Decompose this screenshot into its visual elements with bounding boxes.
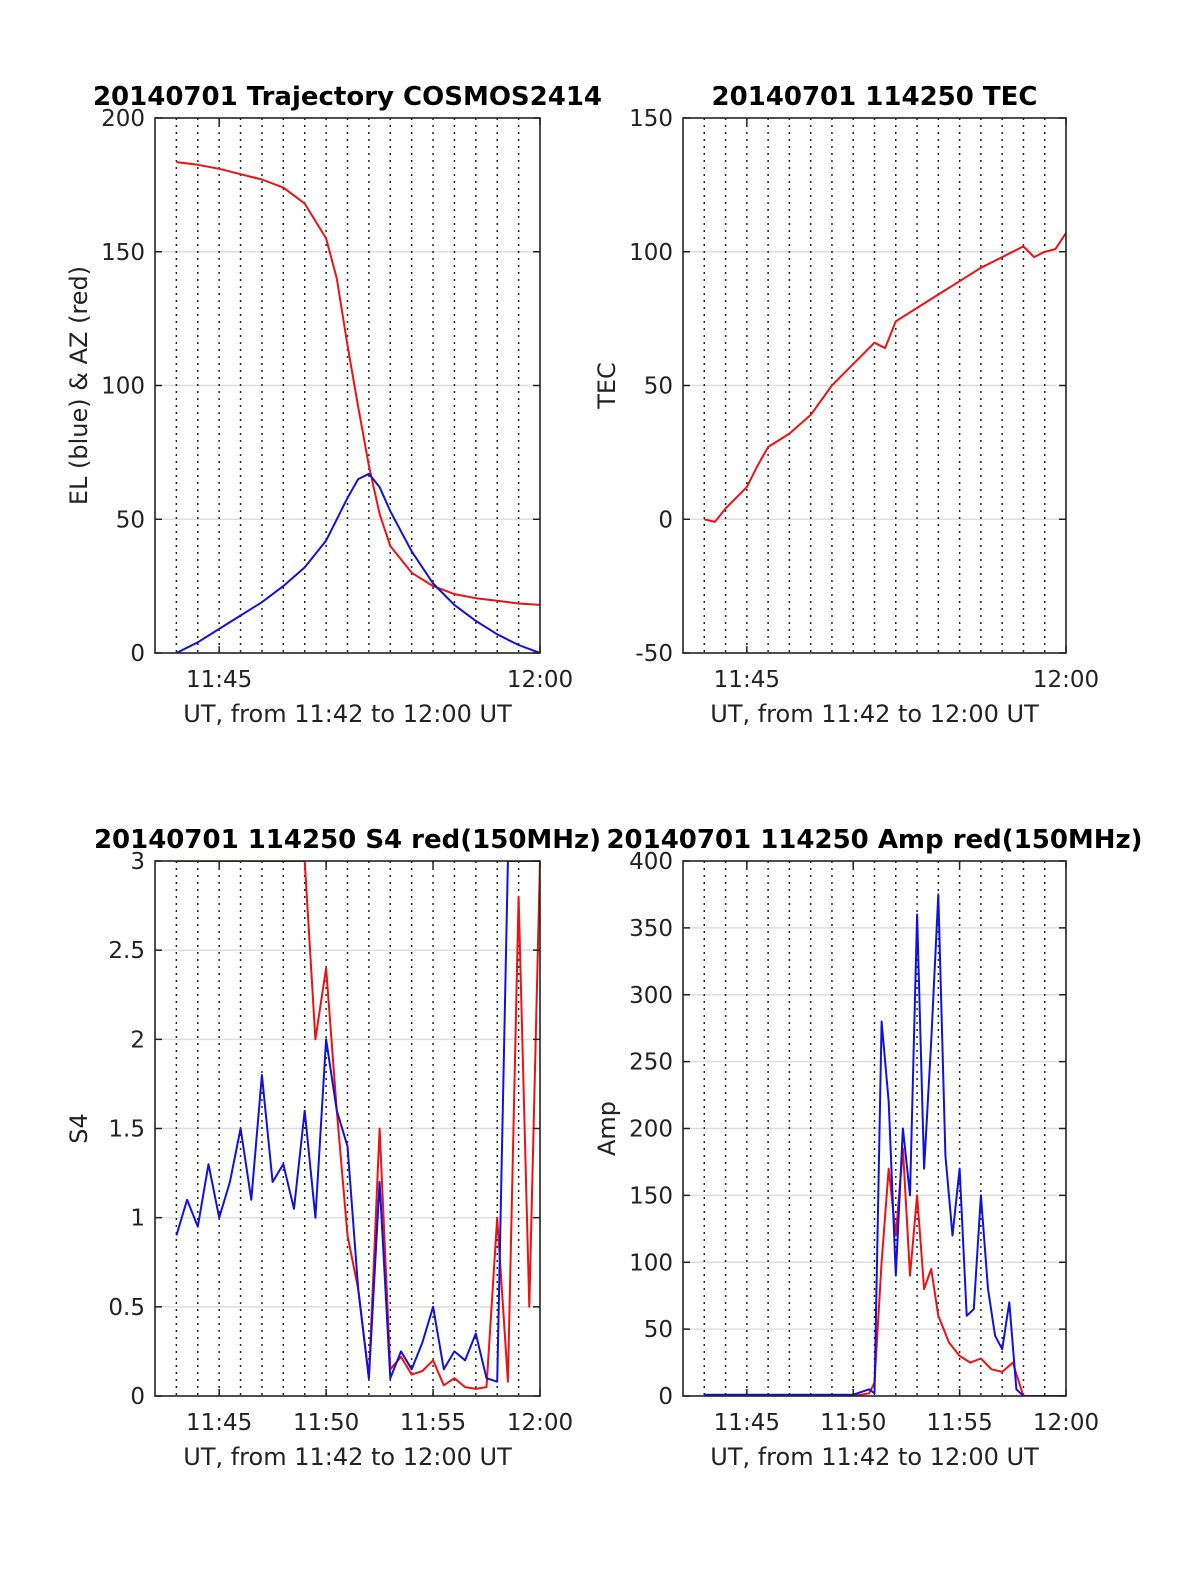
chart-title: 20140701 Trajectory COSMOS2414 <box>93 82 602 112</box>
y-tick-label: 0 <box>130 1384 145 1410</box>
chart-title: 20140701 114250 Amp red(150MHz) <box>606 825 1142 855</box>
y-tick-label: 200 <box>629 1117 673 1143</box>
y-tick-label: 1.5 <box>108 1117 145 1143</box>
chart-title: 20140701 114250 S4 red(150MHz) <box>94 825 601 855</box>
y-tick-label: 150 <box>629 1183 673 1209</box>
x-tick-label: 12:00 <box>507 667 573 693</box>
y-tick-label: 2 <box>130 1027 145 1053</box>
x-tick-label: 11:55 <box>400 1410 466 1436</box>
y-tick-label: 0.5 <box>108 1295 145 1321</box>
y-tick-label: 3 <box>130 849 145 875</box>
series-line-blue <box>175 472 540 653</box>
x-tick-label: 12:00 <box>1033 1410 1099 1436</box>
x-axis-label: UT, from 11:42 to 12:00 UT <box>183 700 512 728</box>
y-axis-label: S4 <box>65 1113 93 1144</box>
x-tick-label: 12:00 <box>1033 667 1099 693</box>
y-tick-label: 150 <box>101 240 145 266</box>
series-line-red <box>176 861 540 1390</box>
series-line-red <box>704 1147 1066 1396</box>
x-tick-label: 11:45 <box>186 667 252 693</box>
chart-panel-1: 0 50 100 150 200 11:45 12:00 20140701 Trajector… <box>65 82 602 728</box>
y-axis-label: EL (blue) & AZ (red) <box>65 266 93 505</box>
y-axis-label: Amp <box>593 1101 621 1156</box>
chart-panel-4: 0 50 100 150 200 250 300 350 400 11:45 11:50 11:55 1… <box>593 825 1143 1471</box>
x-tick-label: 12:00 <box>507 1410 573 1436</box>
y-tick-label: 200 <box>101 106 145 132</box>
series-line-blue <box>704 893 1066 1396</box>
y-tick-label: 400 <box>629 849 673 875</box>
series-line-red <box>704 232 1066 523</box>
chart-panel-2: -50 0 50 100 150 11:45 12:00 20140701 114250 TE… <box>593 82 1099 728</box>
series-line-blue <box>175 861 540 1383</box>
x-tick-label: 11:45 <box>186 1410 252 1436</box>
y-tick-label: 100 <box>101 374 145 400</box>
chart-panel-3: 0 0.5 1 1.5 2 2.5 3 11:45 11:50 11:55 12:00 2014070… <box>65 825 601 1471</box>
x-tick-label: 11:55 <box>926 1410 992 1436</box>
y-tick-label: 1 <box>130 1206 145 1232</box>
y-tick-label: 0 <box>658 1384 673 1410</box>
y-tick-label: 350 <box>629 916 673 942</box>
y-tick-label: 0 <box>130 641 145 667</box>
x-tick-label: 11:45 <box>714 1410 780 1436</box>
x-tick-label: 11:50 <box>820 1410 886 1436</box>
x-tick-label: 11:45 <box>714 667 780 693</box>
y-tick-label: 50 <box>116 507 145 533</box>
y-tick-label: 50 <box>644 374 673 400</box>
y-tick-label: 50 <box>644 1317 673 1343</box>
y-tick-label: 100 <box>629 1250 673 1276</box>
chart-title: 20140701 114250 TEC <box>712 82 1038 112</box>
y-tick-label: 100 <box>629 240 673 266</box>
y-tick-label: 300 <box>629 983 673 1009</box>
y-tick-label: 0 <box>658 507 673 533</box>
y-axis-label: TEC <box>593 362 621 410</box>
y-tick-label: 2.5 <box>108 938 145 964</box>
y-tick-label: 250 <box>629 1050 673 1076</box>
x-axis-label: UT, from 11:42 to 12:00 UT <box>710 1443 1039 1471</box>
x-axis-label: UT, from 11:42 to 12:00 UT <box>710 700 1039 728</box>
y-tick-label: 150 <box>629 106 673 132</box>
x-axis-label: UT, from 11:42 to 12:00 UT <box>183 1443 512 1471</box>
series-line-red <box>176 161 540 606</box>
x-tick-label: 11:50 <box>293 1410 359 1436</box>
y-tick-label: -50 <box>635 641 673 667</box>
